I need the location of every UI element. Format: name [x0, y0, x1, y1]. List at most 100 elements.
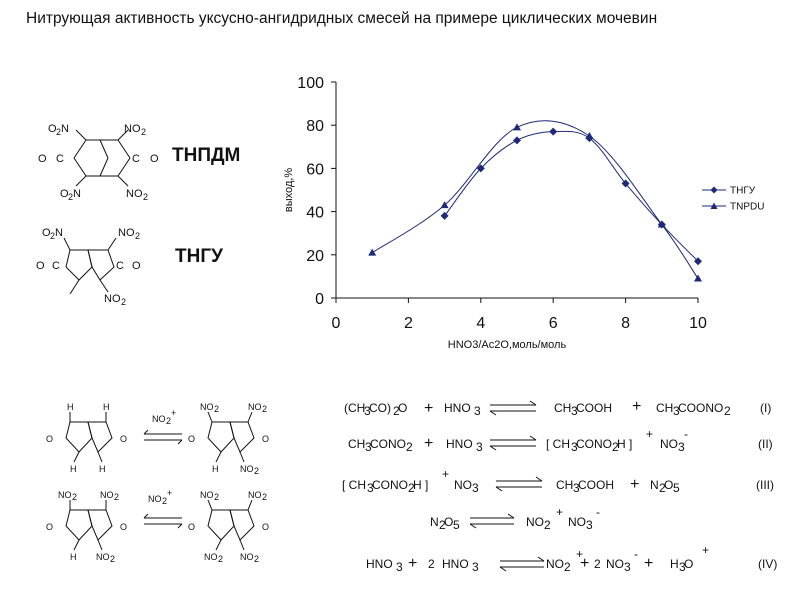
svg-text:NO: NO — [454, 478, 472, 492]
svg-text:2: 2 — [428, 557, 435, 571]
data-point-triangle — [694, 274, 702, 282]
svg-text:+: + — [442, 467, 449, 481]
svg-text:3: 3 — [586, 518, 593, 532]
tnpdm-label: ТНПДМ — [172, 145, 241, 166]
svg-text:C: C — [132, 153, 140, 165]
y-axis-label: выход,% — [283, 168, 295, 212]
svg-text:HNO: HNO — [444, 401, 471, 415]
svg-text:+: + — [408, 555, 417, 572]
svg-text:NO: NO — [568, 515, 586, 529]
svg-text:CH: CH — [656, 401, 673, 415]
svg-text:CH: CH — [348, 437, 365, 451]
svg-text:3: 3 — [364, 404, 371, 418]
svg-text:C: C — [116, 260, 124, 272]
svg-text:NO: NO — [606, 557, 624, 571]
data-point-diamond — [513, 136, 521, 145]
chart-legend: ТНГУ TNPDU — [702, 186, 764, 213]
svg-text:2: 2 — [143, 192, 148, 202]
svg-text:H: H — [670, 557, 679, 571]
svg-text:N: N — [61, 123, 69, 135]
svg-text:NO: NO — [248, 402, 262, 412]
x-tick-label: 6 — [549, 315, 558, 332]
svg-text:3: 3 — [476, 440, 483, 454]
svg-text:O: O — [46, 434, 53, 444]
svg-text:+: + — [424, 435, 433, 452]
svg-text:H ]: H ] — [617, 437, 632, 451]
svg-text:N: N — [55, 227, 63, 239]
svg-text:NO: NO — [126, 188, 143, 200]
y-tick-label: 20 — [306, 248, 324, 265]
svg-text:COONO: COONO — [678, 401, 723, 415]
eq1-label: (I) — [760, 401, 771, 415]
svg-text:NO: NO — [660, 437, 678, 451]
svg-text:+: + — [702, 543, 709, 557]
data-point-triangle — [585, 132, 594, 139]
y-tick-label: 60 — [306, 161, 324, 178]
svg-text:O: O — [38, 153, 47, 165]
x-tick-labels: 0 2 4 6 8 10 — [332, 315, 707, 332]
svg-text:O: O — [444, 515, 453, 529]
svg-text:(CH: (CH — [344, 401, 365, 415]
svg-text:+: + — [167, 488, 172, 498]
svg-text:2: 2 — [135, 231, 140, 241]
svg-text:2: 2 — [166, 416, 171, 426]
svg-text:NO: NO — [148, 494, 162, 504]
svg-text:3: 3 — [673, 404, 680, 418]
y-tick-labels: 0 20 40 60 80 100 — [297, 75, 324, 308]
svg-text:N: N — [430, 515, 439, 529]
svg-text:C: C — [56, 153, 64, 165]
svg-text:3: 3 — [472, 560, 479, 574]
data-point-triangle — [513, 123, 521, 131]
svg-text:2: 2 — [393, 404, 400, 418]
svg-text:2: 2 — [121, 297, 126, 307]
svg-text:5: 5 — [673, 481, 680, 495]
svg-text:2: 2 — [564, 560, 571, 574]
svg-text:3: 3 — [474, 404, 481, 418]
data-point-diamond — [694, 257, 702, 266]
svg-text:N: N — [650, 478, 659, 492]
svg-text:O: O — [188, 434, 195, 444]
svg-text:2: 2 — [262, 492, 267, 502]
x-tick-label: 10 — [689, 315, 707, 332]
x-tick-label: 2 — [404, 315, 413, 332]
svg-text:NO: NO — [526, 515, 544, 529]
svg-text:3: 3 — [573, 481, 580, 495]
svg-text:2: 2 — [406, 440, 413, 454]
legend-label: ТНГУ — [730, 186, 756, 197]
y-tick-label: 40 — [306, 205, 324, 222]
svg-text:3: 3 — [678, 440, 685, 454]
svg-text:O: O — [150, 153, 159, 165]
svg-text:O: O — [262, 522, 269, 532]
svg-text:+: + — [580, 555, 589, 572]
svg-text:2: 2 — [50, 231, 55, 241]
svg-text:+: + — [630, 476, 639, 493]
svg-text:CH: CH — [556, 478, 573, 492]
svg-text:O: O — [398, 401, 407, 415]
svg-text:HNO: HNO — [442, 557, 469, 571]
svg-text:O: O — [120, 434, 127, 444]
svg-text:O: O — [188, 522, 195, 532]
svg-text:NO: NO — [152, 414, 166, 424]
svg-text:+: + — [632, 398, 641, 415]
data-point-triangle — [368, 248, 377, 256]
svg-text:O: O — [664, 478, 673, 492]
svg-text:3: 3 — [571, 440, 578, 454]
svg-text:O: O — [132, 260, 141, 272]
eq4-label: (IV) — [758, 557, 777, 571]
svg-text:2: 2 — [72, 492, 77, 502]
svg-text:H: H — [212, 464, 219, 474]
svg-text:+: + — [576, 547, 583, 561]
svg-text:2: 2 — [56, 127, 61, 137]
svg-text:O: O — [60, 188, 69, 200]
svg-text:2: 2 — [439, 518, 446, 532]
svg-text:2: 2 — [262, 404, 267, 414]
page-title: Нитрующая активность уксусно-ангидридных… — [26, 10, 658, 27]
svg-text:NO: NO — [96, 552, 110, 562]
svg-text:CONO: CONO — [370, 437, 406, 451]
tngu-label: ТНГУ — [175, 246, 223, 267]
svg-text:O: O — [42, 227, 51, 239]
svg-text:3: 3 — [571, 404, 578, 418]
svg-text:+: + — [646, 427, 653, 441]
